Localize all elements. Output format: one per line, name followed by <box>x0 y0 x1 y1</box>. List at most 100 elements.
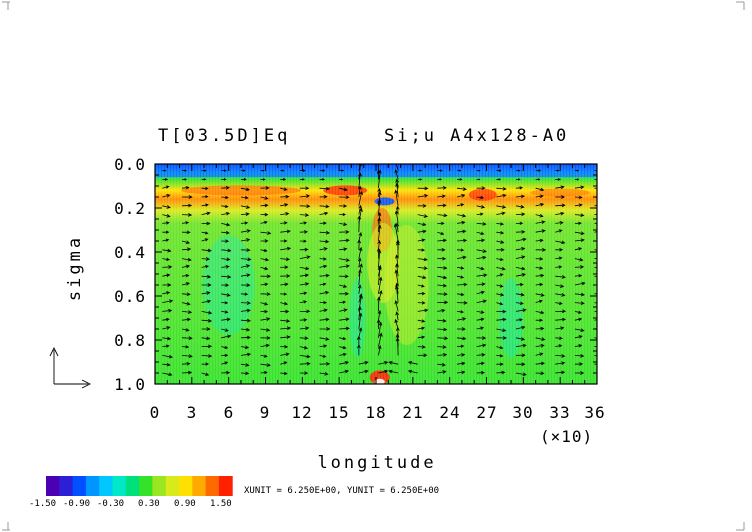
wind-vector <box>221 353 229 357</box>
y-tick-label: 0.8 <box>114 331 146 350</box>
wind-vector <box>437 318 447 323</box>
wind-vector <box>417 319 426 323</box>
wind-vector <box>594 222 597 224</box>
wind-vector <box>476 326 485 330</box>
wind-vector <box>496 345 504 350</box>
wind-vector <box>437 169 443 172</box>
wind-vector <box>417 345 426 349</box>
wind-vector <box>181 361 191 366</box>
wind-vector <box>201 238 209 242</box>
wind-vector <box>417 284 425 288</box>
wind-vector <box>221 186 230 190</box>
wind-vector <box>437 194 446 199</box>
wind-vector <box>280 292 288 296</box>
wind-vector <box>221 275 232 279</box>
wind-vector <box>339 238 350 243</box>
wind-vector <box>555 221 564 225</box>
wind-vector <box>280 239 288 243</box>
wind-vector <box>574 221 582 225</box>
wind-vector <box>594 275 597 277</box>
wind-vector <box>574 231 585 236</box>
wind-vector <box>476 231 485 236</box>
wind-vector <box>395 182 399 198</box>
wind-vector <box>476 343 487 348</box>
unit-vector-key <box>49 346 92 389</box>
wind-vector <box>339 247 348 252</box>
wind-vector <box>319 371 329 376</box>
wind-vector <box>394 169 399 180</box>
wind-vector <box>457 300 468 305</box>
wind-vector <box>555 265 563 269</box>
colorbar-label: -0.30 <box>97 499 124 509</box>
wind-vector <box>417 308 429 313</box>
wind-vector <box>437 336 449 341</box>
colorbar-swatch <box>205 476 220 496</box>
wind-vector <box>358 246 363 259</box>
wind-vector <box>299 213 310 217</box>
wind-vector <box>377 345 382 356</box>
wind-vector <box>162 344 170 348</box>
colorbar-label: 0.90 <box>174 499 196 509</box>
wind-vector <box>162 362 171 367</box>
colorbar-swatch <box>125 476 140 496</box>
wind-vector <box>319 282 327 286</box>
wind-vector <box>515 255 526 260</box>
wind-vector <box>388 369 399 374</box>
wind-vector <box>417 353 428 358</box>
wind-vector <box>299 326 310 331</box>
wind-vector <box>162 265 173 269</box>
wind-vector <box>594 249 597 251</box>
wind-vector <box>395 311 399 321</box>
wind-vector <box>476 273 488 278</box>
wind-vector <box>417 194 429 198</box>
wind-vector <box>574 274 583 278</box>
wind-vector <box>240 345 250 350</box>
wind-vector <box>182 195 193 199</box>
wind-vector <box>476 212 484 216</box>
x-tick-marks <box>154 164 598 384</box>
wind-vector <box>476 178 481 181</box>
wind-vector <box>299 273 310 278</box>
wind-vector <box>515 308 527 313</box>
wind-vector <box>221 211 231 216</box>
wind-vector <box>162 291 171 295</box>
wind-vector <box>319 169 326 172</box>
wind-vector <box>181 282 190 286</box>
wind-vector <box>555 169 560 172</box>
wind-vector <box>339 230 350 234</box>
field-shade <box>349 278 366 358</box>
wind-vector <box>594 363 597 365</box>
wind-vector <box>378 332 383 347</box>
wind-vector <box>357 257 362 268</box>
wind-vector <box>260 292 271 296</box>
wind-vector <box>357 215 362 233</box>
wind-vector <box>260 309 269 314</box>
wind-vector <box>377 169 382 189</box>
wind-vector <box>299 361 311 366</box>
colorbar-swatch <box>152 476 167 496</box>
wind-vector <box>319 273 330 278</box>
wind-vector <box>574 362 584 366</box>
wind-vector <box>221 334 232 339</box>
wind-vector <box>594 302 597 304</box>
wind-vector <box>280 229 291 234</box>
wind-vector <box>339 326 350 331</box>
wind-vector <box>280 221 288 225</box>
wind-vector <box>201 362 210 366</box>
wind-vector <box>358 172 362 189</box>
wind-vector <box>181 301 191 306</box>
wind-vector <box>515 292 525 297</box>
wind-vector <box>555 203 566 208</box>
wind-vector <box>339 178 344 181</box>
wind-vector <box>457 282 468 287</box>
wind-vector <box>535 229 546 233</box>
colorbar-swatch <box>72 476 87 496</box>
wind-vector <box>260 354 268 358</box>
wind-vector <box>437 231 445 235</box>
wind-vector <box>417 169 423 172</box>
wind-vector <box>496 266 506 271</box>
wind-vector <box>280 194 290 199</box>
wind-vector <box>280 371 288 376</box>
x-tick-label: 6 <box>224 403 235 422</box>
wind-vector <box>181 221 190 225</box>
